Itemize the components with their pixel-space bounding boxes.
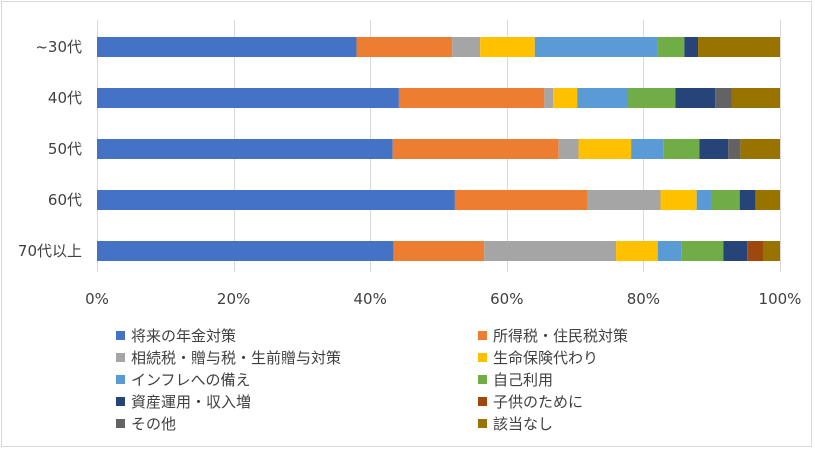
bar-segment	[715, 88, 731, 108]
bar-segment	[711, 190, 740, 210]
category-labels: ~30代 40代 50代 60代 70代以上	[18, 38, 82, 260]
bar-segment	[97, 190, 455, 210]
bars	[97, 37, 780, 261]
bar-segment	[559, 139, 579, 159]
bar-segment	[697, 190, 711, 210]
bar-segment	[658, 241, 682, 261]
category-label: ~30代	[35, 38, 82, 56]
bar-segment	[544, 88, 553, 108]
bar-segment	[740, 139, 780, 159]
bar-segment	[97, 139, 393, 159]
x-tick-label: 40%	[354, 290, 387, 308]
bar-segment	[747, 241, 763, 261]
stacked-bar-chart: ~30代 40代 50代 60代 70代以上 0% 20% 40% 60% 80% 100%	[0, 0, 815, 450]
bar-segment	[699, 139, 728, 159]
category-label: 60代	[48, 191, 82, 209]
bar-segment	[484, 241, 616, 261]
category-label: 50代	[48, 140, 82, 158]
bar-segment	[728, 139, 740, 159]
bar-segment	[723, 241, 747, 261]
bar-segment	[663, 139, 699, 159]
bar-segment	[627, 88, 675, 108]
bar-segment	[755, 190, 780, 210]
bar-segment	[97, 88, 399, 108]
bar-segment	[684, 37, 698, 57]
bar-segment	[455, 190, 588, 210]
category-label: 70代以上	[18, 242, 82, 260]
bar-segment	[535, 37, 657, 57]
bar-segment	[631, 139, 663, 159]
bar-segment	[393, 139, 559, 159]
bar-segment	[97, 241, 393, 261]
bar-segment	[764, 241, 780, 261]
bar-segment	[579, 139, 632, 159]
bar-segment	[616, 241, 658, 261]
bar-segment	[698, 37, 780, 57]
bar-segment	[676, 88, 716, 108]
bar-segment	[587, 190, 660, 210]
bar-segment	[682, 241, 724, 261]
x-axis-tick-labels: 0% 20% 40% 60% 80% 100%	[85, 290, 801, 308]
bar-segment	[660, 190, 696, 210]
x-tick-label: 0%	[85, 290, 109, 308]
bar-segment	[740, 190, 756, 210]
x-tick-label: 20%	[217, 290, 250, 308]
bar-segment	[357, 37, 453, 57]
x-tick-label: 60%	[490, 290, 523, 308]
category-label: 40代	[48, 89, 82, 107]
bar-segment	[577, 88, 627, 108]
bar-segment	[393, 241, 484, 261]
bar-segment	[480, 37, 535, 57]
bar-segment	[452, 37, 480, 57]
bar-segment	[399, 88, 544, 108]
bar-segment	[657, 37, 684, 57]
x-tick-label: 100%	[759, 290, 802, 308]
bar-segment	[732, 88, 780, 108]
bar-segment	[97, 37, 357, 57]
x-tick-label: 80%	[627, 290, 660, 308]
bar-segment	[553, 88, 577, 108]
